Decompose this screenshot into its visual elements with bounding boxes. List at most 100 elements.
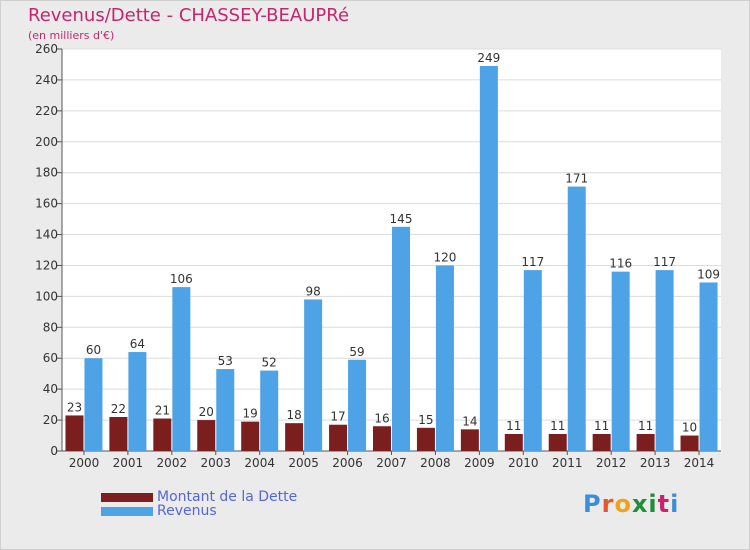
- plot-area: [62, 49, 721, 451]
- y-tick-label: 260: [35, 42, 58, 56]
- logo-letter: o: [614, 490, 632, 518]
- logo-letter: t: [657, 490, 671, 518]
- data-label-dette: 11: [506, 419, 521, 433]
- data-label-revenus: 145: [390, 212, 413, 226]
- data-label-revenus: 117: [521, 255, 544, 269]
- data-label-revenus: 53: [218, 354, 233, 368]
- bar-dette: [285, 423, 304, 451]
- data-label-revenus: 106: [170, 272, 193, 286]
- x-tick-label: 2014: [684, 456, 715, 470]
- x-tick-label: 2011: [552, 456, 583, 470]
- bar-dette: [153, 418, 172, 451]
- data-label-revenus: 109: [697, 267, 720, 281]
- bar-dette: [329, 424, 348, 451]
- y-tick-label: 0: [50, 444, 58, 458]
- legend-label-revenus: Revenus: [157, 503, 217, 519]
- y-tick-label: 40: [43, 382, 58, 396]
- data-label-dette: 18: [286, 408, 301, 422]
- x-tick-label: 2004: [244, 456, 275, 470]
- x-tick-label: 2006: [332, 456, 363, 470]
- x-tick-label: 2002: [157, 456, 188, 470]
- x-tick-label: 2013: [640, 456, 671, 470]
- bar-dette: [373, 426, 391, 451]
- bar-revenus: [611, 271, 630, 451]
- x-tick-label: 2010: [508, 456, 539, 470]
- bar-revenus: [84, 358, 103, 451]
- x-tick-label: 2008: [420, 456, 451, 470]
- data-label-revenus: 98: [305, 284, 320, 298]
- data-label-dette: 14: [462, 414, 477, 428]
- data-label-dette: 21: [155, 404, 170, 418]
- x-tick-label: 2001: [113, 456, 144, 470]
- data-label-revenus: 171: [565, 172, 588, 186]
- data-label-dette: 19: [243, 407, 258, 421]
- data-label-revenus: 117: [653, 255, 676, 269]
- data-label-dette: 11: [550, 419, 565, 433]
- bar-revenus: [348, 359, 367, 451]
- y-tick-label: 80: [43, 320, 58, 334]
- data-label-dette: 15: [418, 413, 433, 427]
- bar-dette: [109, 416, 128, 451]
- y-tick-label: 160: [35, 197, 58, 211]
- data-label-dette: 20: [199, 405, 214, 419]
- bar-revenus: [172, 287, 191, 451]
- bar-revenus: [260, 370, 279, 451]
- data-label-dette: 17: [330, 410, 345, 424]
- bar-revenus: [655, 270, 674, 451]
- legend-item-revenus: Revenus: [101, 503, 217, 519]
- bar-dette: [592, 433, 611, 451]
- bar-dette: [548, 433, 567, 451]
- chart-subtitle: (en milliers d'€): [28, 29, 115, 42]
- proxiti-logo: Proxiti: [583, 490, 679, 518]
- y-tick-label: 60: [43, 351, 58, 365]
- bar-dette: [241, 421, 260, 451]
- data-label-revenus: 116: [609, 257, 632, 271]
- logo-letter: P: [583, 490, 602, 518]
- data-label-revenus: 120: [433, 250, 456, 264]
- x-tick-label: 2012: [596, 456, 627, 470]
- legend-item-dette: Montant de la Dette: [101, 489, 298, 505]
- bar-revenus: [392, 226, 410, 451]
- x-tick-label: 2000: [69, 456, 100, 470]
- bar-revenus: [479, 66, 498, 451]
- data-label-dette: 23: [67, 400, 82, 414]
- logo-letter: x: [631, 490, 649, 518]
- data-label-dette: 16: [374, 411, 389, 425]
- bar-dette: [636, 433, 655, 451]
- bar-revenus: [128, 352, 147, 451]
- x-tick-label: 2003: [200, 456, 231, 470]
- bar-dette: [680, 435, 699, 451]
- x-tick-label: 2007: [376, 456, 407, 470]
- y-tick-label: 200: [35, 135, 58, 149]
- bar-revenus: [216, 369, 235, 451]
- y-tick-label: 100: [35, 289, 58, 303]
- data-label-revenus: 52: [262, 356, 277, 370]
- y-tick-label: 220: [35, 104, 58, 118]
- legend-swatch-dette: [101, 492, 153, 502]
- bar-revenus: [304, 299, 323, 451]
- logo-letter: r: [601, 490, 615, 518]
- data-label-dette: 11: [638, 419, 653, 433]
- logo-letter: i: [670, 490, 680, 518]
- data-label-dette: 10: [682, 421, 697, 435]
- bar-dette: [460, 429, 479, 451]
- bar-dette: [504, 433, 523, 451]
- bar-dette: [416, 427, 435, 451]
- bar-dette: [65, 415, 84, 451]
- y-tick-label: 20: [43, 413, 58, 427]
- legend-label-dette: Montant de la Dette: [157, 489, 298, 505]
- logo-letter: i: [648, 490, 658, 518]
- y-tick-label: 120: [35, 258, 58, 272]
- x-tick-label: 2005: [288, 456, 319, 470]
- y-tick-label: 140: [35, 228, 58, 242]
- bar-revenus: [567, 186, 586, 451]
- data-label-revenus: 60: [86, 343, 101, 357]
- chart-title: Revenus/Dette - CHASSEY-BEAUPRé: [28, 5, 350, 26]
- data-label-dette: 11: [594, 419, 609, 433]
- y-tick-label: 240: [35, 73, 58, 87]
- bar-revenus: [699, 282, 718, 451]
- data-label-revenus: 249: [477, 51, 500, 65]
- data-label-revenus: 59: [349, 345, 364, 359]
